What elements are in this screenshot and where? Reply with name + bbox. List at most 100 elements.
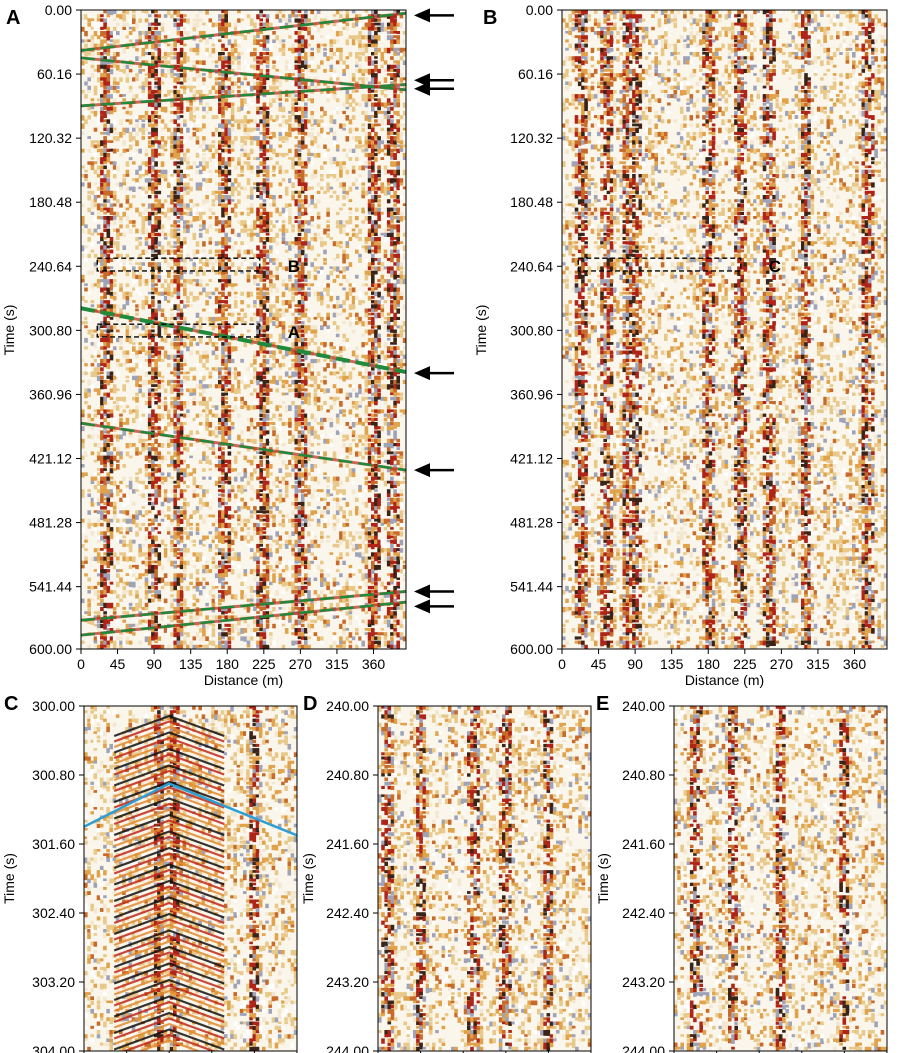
window-box-label: A [288, 323, 300, 342]
y-tick-label: 180.48 [510, 194, 553, 210]
plot-frame [377, 705, 592, 1052]
y-tick-label: 360.96 [510, 386, 553, 402]
y-tick-label: 120.32 [510, 130, 553, 146]
x-tick-label: 360 [843, 656, 867, 672]
panel-b: C 0.00 60.16 120.32 180.48 240.64 300.80 360.96… [473, 2, 888, 688]
plot-frame [80, 9, 407, 650]
y-tick-label: 300.80 [29, 322, 72, 338]
arrow-icon [414, 73, 454, 88]
y-tick-label: 240.00 [622, 698, 665, 714]
y-tick-label: 481.28 [29, 515, 72, 531]
x-tick-label: 135 [179, 656, 203, 672]
x-tick-label: 180 [697, 656, 721, 672]
y-tick-label: 60.16 [518, 66, 553, 82]
panel-a: B A 0.00 60.16 120.32 180.48 240.64 300.80 360.9… [1, 2, 454, 688]
y-tick-label: 240.80 [622, 767, 665, 783]
y-tick-label: 302.40 [32, 905, 75, 921]
x-tick-label: 0 [77, 656, 85, 672]
y-axis-title: Time (s) [1, 305, 17, 356]
x-axis-title: Distance (m) [685, 672, 764, 688]
y-tick-label: 304.00 [32, 1043, 75, 1053]
y-tick-label: 0.00 [45, 2, 72, 18]
y-tick-label: 240.80 [326, 767, 369, 783]
y-tick-label: 60.16 [37, 66, 72, 82]
y-tick-label: 541.44 [29, 579, 72, 595]
y-tick-label: 360.96 [29, 386, 72, 402]
x-tick-label: 360 [362, 656, 386, 672]
panel-label: D [303, 693, 317, 715]
y-tick-label: 180.48 [29, 194, 72, 210]
x-tick-label: 270 [770, 656, 794, 672]
seismic-image [81, 10, 406, 649]
x-tick-label: 315 [806, 656, 830, 672]
x-tick-label: 45 [591, 656, 607, 672]
seismic-image [378, 706, 591, 1051]
plot-frame [561, 9, 888, 650]
panel-d: 240.00240.80241.60242.40243.20244.002060… [300, 693, 592, 1053]
event-line [81, 11, 406, 52]
seismic-image [84, 706, 297, 1051]
y-tick-label: 240.64 [510, 258, 553, 274]
y-axis-title: Time (s) [300, 853, 316, 904]
y-tick-label: 120.32 [29, 130, 72, 146]
y-axis-title: Time (s) [473, 305, 489, 356]
arrow-icon [414, 81, 454, 96]
arrow-icon [414, 584, 454, 599]
window-box-label: C [769, 257, 781, 276]
window-box [577, 257, 742, 272]
y-tick-label: 242.40 [326, 905, 369, 921]
y-tick-label: 600.00 [510, 641, 553, 657]
y-tick-label: 300.80 [510, 322, 553, 338]
y-axis-title: Time (s) [1, 853, 17, 904]
y-tick-label: 244.00 [326, 1043, 369, 1053]
y-tick-label: 541.44 [510, 579, 553, 595]
y-tick-label: 241.60 [326, 836, 369, 852]
event-line [81, 421, 406, 472]
x-tick-label: 180 [216, 656, 240, 672]
arrow-icon [414, 463, 454, 478]
panel-label: B [483, 7, 497, 29]
y-tick-label: 300.00 [32, 698, 75, 714]
window-box [96, 257, 261, 272]
event-line [81, 56, 406, 92]
event-line [81, 83, 406, 108]
panel-label: A [6, 7, 20, 29]
y-tick-label: 421.12 [510, 450, 553, 466]
arrow-icon [414, 8, 454, 23]
y-tick-label: 300.80 [32, 767, 75, 783]
y-tick-label: 0.00 [526, 2, 553, 18]
x-tick-label: 270 [289, 656, 313, 672]
y-tick-label: 240.64 [29, 258, 72, 274]
panel-e: 240.00240.80241.60242.40243.20244.002060… [595, 693, 888, 1053]
y-tick-label: 244.00 [622, 1043, 665, 1053]
y-tick-label: 243.20 [622, 974, 665, 990]
event-line [81, 306, 406, 375]
x-tick-label: 225 [252, 656, 276, 672]
seismic-image [674, 706, 887, 1051]
panel-label: E [596, 693, 609, 715]
x-tick-label: 225 [733, 656, 757, 672]
window-box-label: B [288, 257, 300, 276]
y-tick-label: 243.20 [326, 974, 369, 990]
y-tick-label: 240.00 [326, 698, 369, 714]
x-tick-label: 90 [146, 656, 162, 672]
y-tick-label: 303.20 [32, 974, 75, 990]
x-tick-label: 90 [627, 656, 643, 672]
arrow-icon [414, 366, 454, 381]
moveout-line [84, 782, 297, 837]
y-tick-label: 600.00 [29, 641, 72, 657]
seismic-image [562, 10, 887, 649]
x-tick-label: 0 [558, 656, 566, 672]
y-tick-label: 301.60 [32, 836, 75, 852]
panel-label: C [4, 693, 18, 715]
y-tick-label: 481.28 [510, 515, 553, 531]
x-tick-label: 45 [110, 656, 126, 672]
arrow-icon [414, 599, 454, 614]
y-tick-label: 242.40 [622, 905, 665, 921]
x-tick-label: 135 [660, 656, 684, 672]
event-line [81, 590, 406, 622]
x-tick-label: 315 [325, 656, 349, 672]
event-line [81, 600, 406, 637]
